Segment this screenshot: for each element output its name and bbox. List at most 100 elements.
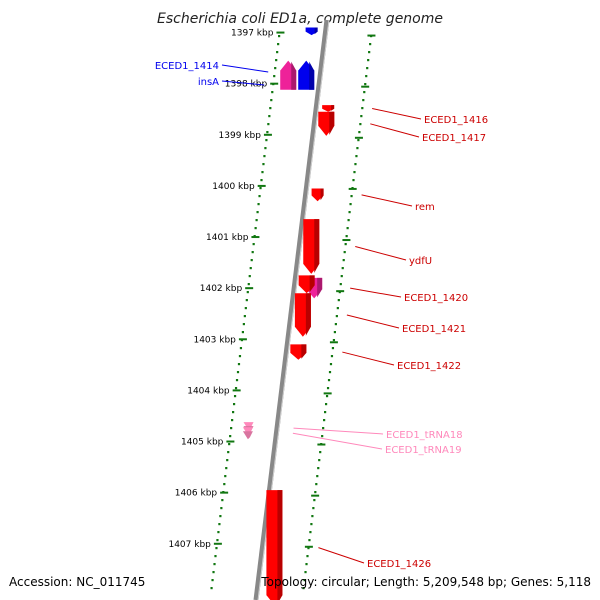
rail-dot [227,451,230,454]
gene-ydfU[interactable] [303,219,320,274]
gene-label: ECED1_1416 [424,115,488,126]
rail-dot [268,115,271,118]
rail-dot [211,579,214,582]
rail-dot [267,123,270,126]
rail-dot [330,355,334,358]
gene-ECED1_1417[interactable] [318,111,335,136]
rail-dot [344,243,347,246]
gene-label: ECED1_1426 [367,559,431,570]
rail-dot [223,483,226,486]
rail-dot [233,395,237,398]
rail-dot [251,251,254,254]
label-ECED1_1417[interactable]: ECED1_1417 [370,123,486,144]
left-tick-rail [210,35,281,590]
label-rem[interactable]: rem [361,194,435,213]
rail-dot [313,499,316,502]
rail-dot [242,323,245,326]
rail-dot [332,339,336,342]
label-insA[interactable]: insA [198,77,265,88]
rail-dot [347,219,350,222]
label-ECED1_tRNA19[interactable]: ECED1_tRNA19 [292,432,462,456]
ruler-tick: 1405 kbp [181,438,326,448]
ruler-tick: 1400 kbp [212,182,357,192]
label-ECED1_1422[interactable]: ECED1_1422 [342,351,461,372]
rail-dot [323,419,326,422]
rail-dot [306,555,309,558]
rail-dot [243,315,246,318]
rail-dot [331,347,335,350]
rail-dot [264,147,267,150]
rail-dot [360,115,363,118]
rail-dot [368,51,371,54]
rail-dot [212,571,215,574]
label-ECED1_1414[interactable]: ECED1_1414 [155,61,269,73]
gene-label: rem [415,202,435,213]
gene-arrow-shade [309,275,315,293]
label-ECED1_1416[interactable]: ECED1_1416 [372,107,488,126]
rail-dot [273,75,276,78]
rail-dot [248,275,251,278]
label-leader [221,80,265,86]
rail-dot [277,43,280,46]
gene-unlabeled[interactable] [305,27,318,36]
gene-ECED1_1422[interactable] [290,344,307,360]
label-leader [293,427,384,435]
gene-label: ydfU [409,256,432,267]
ruler-tick: 1401 kbp [206,233,351,243]
rail-dot [250,259,253,262]
gene-unlabeled[interactable] [298,275,315,294]
rail-dot [225,467,228,470]
gene-rem[interactable] [311,188,324,202]
gene-label: insA [198,77,219,88]
label-leader [372,107,422,120]
rail-dot [357,139,360,142]
ruler-tick: 1397 kbp [231,29,376,39]
rail-dot [348,211,351,214]
rail-dot [343,251,346,254]
gene-ECED1_1426[interactable] [266,490,283,600]
gene-arrow-shade [291,61,297,90]
gene-ECED1_1421[interactable] [294,293,311,337]
rail-dot [317,467,320,470]
gene-arrow-shade [305,293,311,336]
label-ECED1_tRNA18[interactable]: ECED1_tRNA18 [293,427,463,441]
gene-ECED1_tRNA19[interactable] [242,427,253,440]
rail-dot [246,291,249,294]
rail-dot [226,459,229,462]
rail-dot [346,227,349,230]
rail-dot [235,379,239,382]
gene-arrow-shade [301,344,307,359]
gene-arrow-shade [320,188,324,201]
rail-dot [311,515,314,518]
rail-dot [308,539,311,542]
rail-dot [232,411,235,414]
rail-dot [335,315,338,318]
gene-arrow-shade [329,111,335,135]
rail-dot [228,443,231,446]
gene-ECED1_1414[interactable] [280,60,297,90]
rail-dot [230,427,233,430]
gene-label: ECED1_1421 [402,324,466,335]
label-leader [221,64,269,73]
rail-dot [350,195,353,198]
rail-dot [365,75,368,78]
gene-ECED1_1416[interactable] [322,105,335,112]
label-ECED1_1426[interactable]: ECED1_1426 [318,547,431,570]
rail-dot [271,91,274,94]
label-ydfU[interactable]: ydfU [355,246,432,267]
tick-label: 1401 kbp [206,233,249,243]
rail-dot [237,363,241,366]
rail-dot [324,403,328,406]
gene-insA[interactable] [298,60,315,90]
rail-dot [333,331,336,334]
label-ECED1_1420[interactable]: ECED1_1420 [350,287,468,304]
label-ECED1_1421[interactable]: ECED1_1421 [346,314,466,335]
rail-dot [255,219,258,222]
gene-label: ECED1_1414 [155,61,219,72]
rail-dot [252,243,255,246]
gene-label: ECED1_tRNA18 [386,430,463,441]
tick-label: 1404 kbp [187,386,230,396]
rail-dot [241,331,244,334]
ruler-tick: 1407 kbp [168,540,313,550]
rail-dot [278,35,281,38]
